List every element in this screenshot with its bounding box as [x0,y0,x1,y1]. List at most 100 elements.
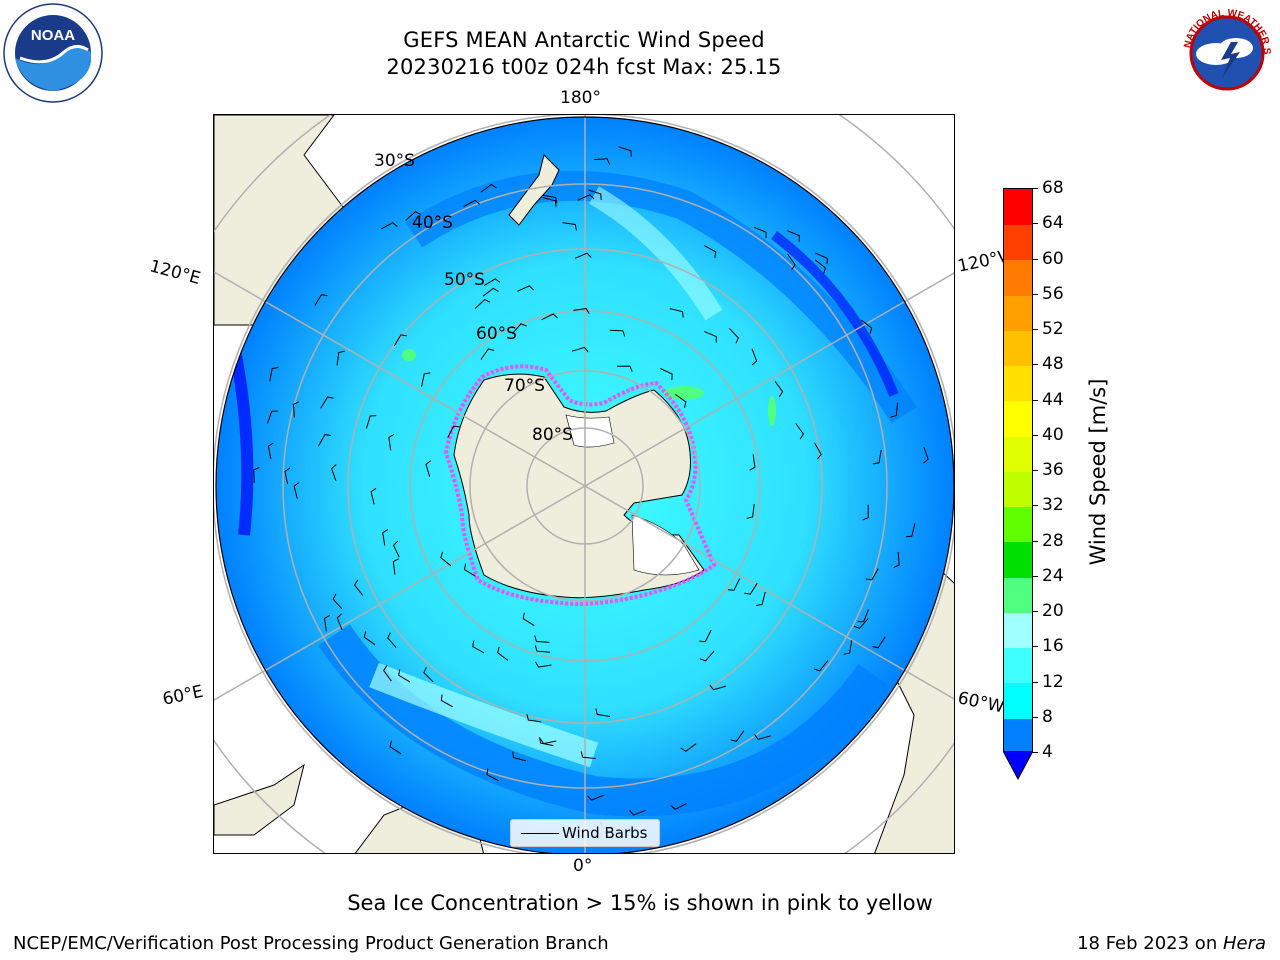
wind-barb [318,434,331,447]
wind-barb [517,285,534,292]
colorbar-segment [1004,612,1032,648]
wind-barb [669,308,684,318]
wind-barb [814,442,822,460]
colorbar-tick [1032,258,1038,260]
wind-barb [573,308,590,315]
legend-label: Wind Barbs [562,824,648,842]
wind-barb [421,372,431,387]
wind-barb [474,298,491,309]
wind-barb [813,660,829,672]
colorbar-tick [1032,681,1038,683]
wind-barb [795,423,805,440]
colorbar-tick [1032,188,1038,189]
wind-barb [872,636,886,649]
colorbar-extend-arrow [1003,751,1033,781]
polar-map: 30°S 40°S 50°S 60°S 70°S 80°S Wind Barbs [213,114,955,854]
colorbar-segment [1004,647,1032,684]
chart-title: GEFS MEAN Antarctic Wind Speed [403,28,765,52]
wind-barb [675,393,687,408]
wind-barb [320,396,334,409]
wind-barb [486,768,499,782]
longitude-label-60e: 60°E [160,681,206,710]
legend-swatch-line [521,833,559,834]
longitude-label-0: 0° [573,856,593,876]
wind-barb [588,189,602,201]
colorbar-segment [1004,541,1032,578]
longitude-label-60w: 60°W [955,688,1007,718]
wind-barb [873,449,882,465]
wind-barb [511,323,527,335]
wind-barb [857,609,869,623]
wind-barb [814,259,826,274]
colorbar-tick-label: 44 [1042,389,1064,410]
colorbar-segment [1004,294,1032,331]
map-canvas [214,115,954,853]
wind-barb [594,158,611,165]
wind-max-patch [664,386,704,400]
noaa-logo: NOAA [3,3,103,103]
longitude-label-180: 180° [560,88,601,108]
colorbar-tick [1032,329,1038,330]
wind-barb [709,684,727,691]
wind-band-light [369,662,599,768]
wind-barb [482,287,499,297]
latitude-label-50s: 50°S [444,270,485,290]
wind-barb [293,482,300,499]
colorbar-tick-label: 68 [1042,178,1064,198]
wind-barb [699,650,715,662]
wind-barb [284,467,291,485]
wind-barb [749,454,756,471]
colorbar-tick [1032,293,1038,295]
wind-barb [480,348,495,360]
ice-shelf [631,514,700,576]
colorbar-segment [1004,435,1032,472]
colorbar-tick [1032,470,1038,471]
colorbar-segment [1004,576,1032,613]
wind-barb [389,740,402,755]
wind-band-strong [405,170,917,424]
wind-barb [392,558,399,575]
wind-barb [314,294,328,307]
colorbar-tick-label: 36 [1042,460,1064,480]
wind-barb [535,661,552,668]
wind-barb [704,331,717,343]
sea-ice-edge [443,364,717,606]
wind-barb [267,442,274,459]
wind-barb [787,253,796,270]
wind-barb [574,252,592,259]
wind-barb [660,368,673,381]
wind-barb [393,334,407,347]
wind-barb [382,529,389,546]
wind-barb [580,751,596,759]
wind-barb [853,618,869,629]
wind-barb [862,504,869,521]
wind-band-light [589,186,723,321]
graticule [214,115,954,853]
colorbar-segment [1004,717,1032,754]
colorbar-tick-label: 28 [1042,530,1064,551]
wind-barb [746,504,755,519]
wind-barb [512,751,527,762]
colorbar-segment [1004,400,1032,437]
wind-barb [616,365,633,372]
wind-barb [699,629,712,643]
wind-barb [756,591,766,606]
wind-barb [744,582,758,595]
wind-barb [815,252,828,265]
footer-date-text: 18 Feb 2023 on [1077,933,1223,954]
latitude-label-80s: 80°S [532,425,573,445]
wind-barb [323,614,330,632]
colorbar [1003,188,1033,754]
wind-max-patch [768,396,776,426]
wind-barb [447,425,460,438]
wind-barb [363,631,376,646]
wind-barb [266,410,278,424]
noaa-logo-text: NOAA [31,27,75,44]
wind-barb [534,645,551,653]
wind-barb [497,646,509,661]
wind-barb [423,667,434,683]
colorbar-tick-label: 40 [1042,424,1064,445]
wind-barb [539,738,557,745]
wind-barb [577,194,595,201]
colorbar-tick-label: 64 [1042,213,1064,234]
